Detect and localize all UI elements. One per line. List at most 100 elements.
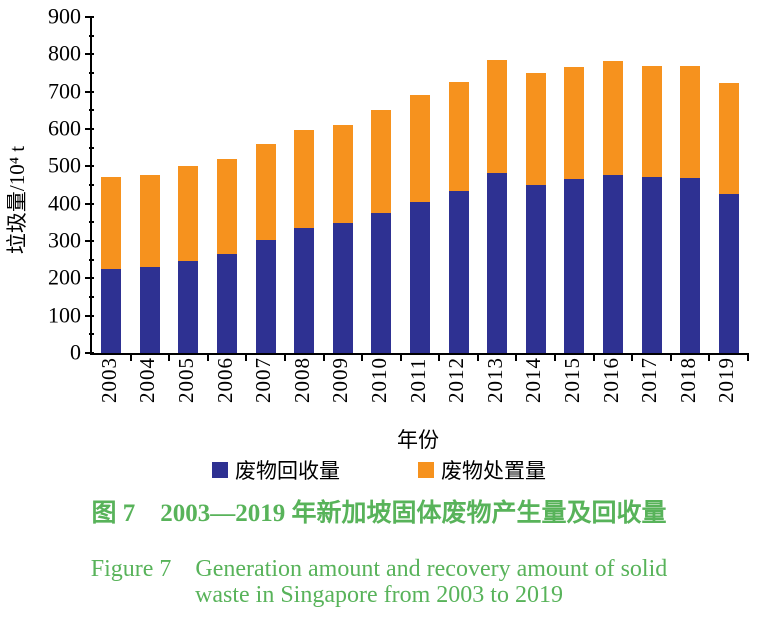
bar-2017-disposal-segment — [641, 65, 662, 177]
bar-slot-2006 — [208, 17, 247, 353]
bar-slot-2018 — [671, 17, 710, 353]
x-label-slot-2012: 2012 — [437, 357, 476, 403]
x-tick-7 — [361, 353, 364, 361]
bar-slot-2007 — [246, 17, 285, 353]
y-tick-label-800: 800 — [48, 40, 81, 66]
x-tick-17 — [747, 353, 749, 361]
x-label-slot-2016: 2016 — [592, 357, 631, 403]
x-label-slot-2013: 2013 — [476, 357, 515, 403]
y-tick-550 — [89, 146, 94, 149]
y-tick-600 — [85, 128, 94, 130]
stacked-bar-2016 — [603, 61, 624, 353]
x-tick-label-2014: 2014 — [521, 357, 546, 403]
x-label-slot-2018: 2018 — [669, 357, 708, 403]
y-tick-label-0: 0 — [70, 339, 81, 365]
bar-2005-recovery-segment — [178, 261, 199, 353]
x-tick-14 — [631, 353, 634, 361]
stacked-bar-2005 — [178, 165, 199, 353]
bar-2013-recovery-segment — [487, 172, 508, 353]
bar-2010-disposal-segment — [371, 109, 392, 213]
y-tick-label-600: 600 — [48, 115, 81, 141]
bar-2005-disposal-segment — [178, 165, 199, 262]
disposal-swatch-icon — [418, 462, 434, 478]
bar-2014-disposal-segment — [525, 72, 546, 185]
bar-slot-2015 — [555, 17, 594, 353]
recovery-swatch-icon — [212, 462, 228, 478]
bar-2004-disposal-segment — [139, 174, 160, 267]
x-tick-label-2016: 2016 — [598, 357, 623, 403]
stacked-bar-2012 — [448, 81, 469, 353]
x-label-slot-2017: 2017 — [630, 357, 669, 403]
y-tick-650 — [89, 109, 94, 112]
x-tick-label-2019: 2019 — [714, 357, 739, 403]
x-tick-label-2013: 2013 — [482, 357, 507, 403]
bar-2015-disposal-segment — [564, 66, 585, 180]
bar-2016-recovery-segment — [603, 174, 624, 353]
bar-2012-disposal-segment — [448, 81, 469, 191]
stacked-bar-2013 — [487, 59, 508, 353]
x-tick-8 — [399, 353, 402, 361]
x-axis-labels: 2003 2004 2005 2006 2007 2008 2009 2010 2011 2012… — [90, 357, 746, 403]
x-tick-6 — [322, 353, 325, 361]
legend: 废物回收量 废物处置量 — [0, 455, 758, 485]
bar-2003-disposal-segment — [101, 176, 122, 270]
y-tick-50 — [89, 333, 94, 336]
bar-slot-2005 — [169, 17, 208, 353]
x-tick-9 — [438, 353, 441, 361]
y-tick-100 — [85, 314, 94, 317]
x-tick-12 — [554, 353, 557, 361]
stacked-bar-2011 — [410, 95, 431, 353]
legend-item-disposal: 废物处置量 — [418, 455, 546, 485]
y-tick-400 — [85, 202, 94, 205]
legend-item-recovery: 废物回收量 — [212, 455, 340, 485]
bar-slot-2009 — [324, 17, 363, 353]
bar-2018-recovery-segment — [680, 178, 701, 353]
y-tick-label-200: 200 — [48, 264, 81, 290]
bar-slot-2003 — [92, 17, 131, 353]
bar-slot-2017 — [632, 17, 671, 353]
x-tick-label-2015: 2015 — [559, 357, 584, 403]
x-tick-4 — [245, 353, 248, 361]
plot-area: 0 100 200 300 400 500 600 700 800 900 — [48, 5, 749, 363]
y-tick-250 — [89, 258, 94, 261]
x-tick-label-2008: 2008 — [289, 357, 314, 403]
bar-2006-recovery-segment — [217, 253, 238, 353]
y-tick-label-300: 300 — [48, 227, 81, 253]
x-tick-label-2004: 2004 — [135, 357, 160, 403]
x-tick-label-2018: 2018 — [675, 357, 700, 403]
y-tick-200 — [85, 277, 94, 280]
y-tick-label-500: 500 — [48, 152, 81, 178]
legend-label-recovery: 废物回收量 — [235, 459, 340, 483]
y-tick-150 — [89, 296, 94, 298]
stacked-bar-2003 — [101, 176, 122, 353]
bar-2009-disposal-segment — [332, 124, 353, 224]
x-label-slot-2004: 2004 — [129, 357, 168, 403]
x-tick-label-2006: 2006 — [212, 357, 237, 403]
stacked-bar-2017 — [641, 65, 662, 353]
bar-2019-disposal-segment — [718, 83, 739, 195]
bar-slot-2004 — [131, 17, 170, 353]
stacked-bar-2015 — [564, 66, 585, 353]
bar-2010-recovery-segment — [371, 212, 392, 353]
bar-2018-disposal-segment — [680, 65, 701, 179]
bar-slot-2013 — [478, 17, 517, 353]
x-label-slot-2007: 2007 — [244, 357, 283, 403]
x-label-slot-2009: 2009 — [322, 357, 361, 403]
stacked-bar-2007 — [255, 143, 276, 353]
x-tick-10 — [476, 353, 479, 361]
y-tick-850 — [89, 34, 94, 37]
bar-slot-2016 — [594, 17, 633, 353]
bar-2003-recovery-segment — [101, 269, 122, 353]
y-tick-700 — [85, 90, 94, 93]
bar-2009-recovery-segment — [332, 223, 353, 353]
bar-slot-2014 — [517, 17, 556, 353]
x-label-slot-2005: 2005 — [167, 357, 206, 403]
bar-2011-disposal-segment — [410, 95, 431, 202]
bar-slot-2012 — [439, 17, 478, 353]
y-tick-750 — [89, 72, 94, 74]
bar-2008-disposal-segment — [294, 130, 315, 229]
bar-2008-recovery-segment — [294, 228, 315, 353]
x-label-slot-2006: 2006 — [206, 357, 245, 403]
x-tick-label-2007: 2007 — [251, 357, 276, 403]
